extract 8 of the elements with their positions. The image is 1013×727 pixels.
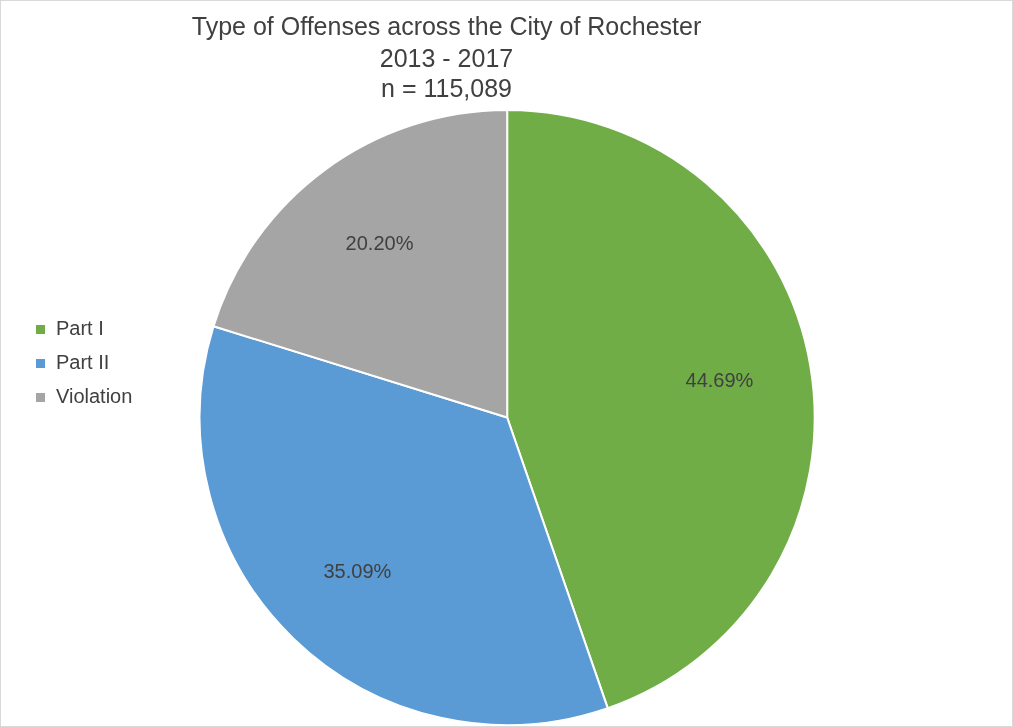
data-label: 20.20%	[345, 231, 414, 254]
legend-label: Part II	[56, 351, 110, 374]
legend-label: Violation	[56, 385, 133, 408]
data-label: 35.09%	[323, 559, 392, 582]
chart-title: Type of Offenses across the City of Rochester	[191, 11, 702, 40]
data-label: 44.69%	[685, 369, 754, 392]
legend-label: Part I	[56, 317, 104, 340]
chart-subtitle: 2013 - 2017 n = 115,089	[379, 43, 514, 102]
